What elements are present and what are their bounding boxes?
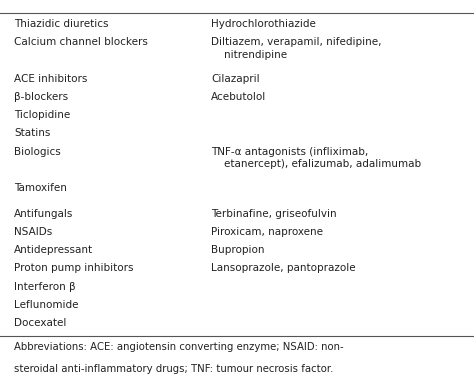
Text: NSAIDs: NSAIDs bbox=[14, 227, 53, 237]
Text: Proton pump inhibitors: Proton pump inhibitors bbox=[14, 263, 134, 273]
Text: Docexatel: Docexatel bbox=[14, 318, 66, 328]
Text: Cilazapril: Cilazapril bbox=[211, 74, 260, 84]
Text: Lansoprazole, pantoprazole: Lansoprazole, pantoprazole bbox=[211, 263, 356, 273]
Text: Hydrochlorothiazide: Hydrochlorothiazide bbox=[211, 19, 316, 29]
Text: Antidepressant: Antidepressant bbox=[14, 245, 93, 255]
Text: Abbreviations: ACE: angiotensin converting enzyme; NSAID: non-: Abbreviations: ACE: angiotensin converti… bbox=[14, 342, 344, 352]
Text: Leflunomide: Leflunomide bbox=[14, 300, 79, 310]
Text: Piroxicam, naproxene: Piroxicam, naproxene bbox=[211, 227, 323, 237]
Text: β-blockers: β-blockers bbox=[14, 92, 68, 102]
Text: steroidal anti-inflammatory drugs; TNF: tumour necrosis factor.: steroidal anti-inflammatory drugs; TNF: … bbox=[14, 364, 334, 374]
Text: Acebutolol: Acebutolol bbox=[211, 92, 266, 102]
Text: Statins: Statins bbox=[14, 128, 51, 138]
Text: Terbinafine, griseofulvin: Terbinafine, griseofulvin bbox=[211, 209, 337, 218]
Text: Calcium channel blockers: Calcium channel blockers bbox=[14, 37, 148, 47]
Text: Interferon β: Interferon β bbox=[14, 282, 76, 291]
Text: Biologics: Biologics bbox=[14, 147, 61, 157]
Text: Tamoxifen: Tamoxifen bbox=[14, 183, 67, 193]
Text: Ticlopidine: Ticlopidine bbox=[14, 110, 71, 120]
Text: Bupropion: Bupropion bbox=[211, 245, 264, 255]
Text: Thiazidic diuretics: Thiazidic diuretics bbox=[14, 19, 109, 29]
Text: Antifungals: Antifungals bbox=[14, 209, 73, 218]
Text: TNF-α antagonists (infliximab,
    etanercept), efalizumab, adalimumab: TNF-α antagonists (infliximab, etanercep… bbox=[211, 147, 421, 169]
Text: Diltiazem, verapamil, nifedipine,
    nitrendipine: Diltiazem, verapamil, nifedipine, nitren… bbox=[211, 37, 382, 60]
Text: ACE inhibitors: ACE inhibitors bbox=[14, 74, 88, 84]
